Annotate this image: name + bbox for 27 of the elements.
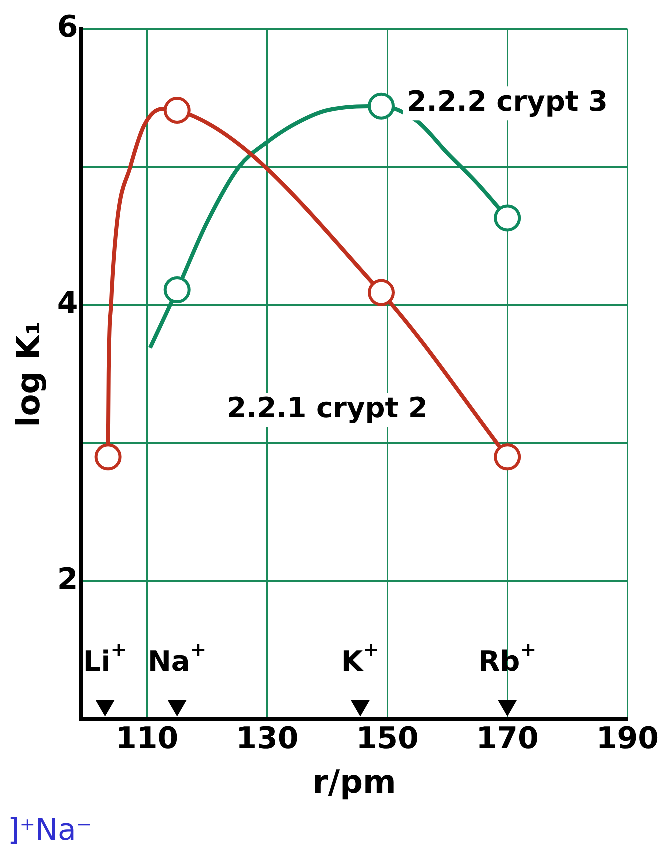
point [94,444,122,471]
x-tick-label: 110 [116,721,179,756]
point [96,700,114,716]
x-tick-label: 170 [476,721,539,756]
y-tick-label: 6 [57,10,78,45]
series-label: 2.2.2 crypt 3 [407,84,608,118]
x-tick-label: 190 [596,721,659,756]
data-label: K+ [341,638,380,678]
data-label: Li+ [83,638,128,678]
point [368,279,395,306]
x-tick-label: 130 [236,721,299,756]
point [164,276,191,304]
y-tick-label: 2 [57,562,78,598]
point [351,700,370,716]
data-label: Na+ [148,638,207,678]
x-tick-label: 150 [356,721,419,756]
text: ]⁺Na⁻ [8,813,92,848]
point [494,204,522,232]
point [494,444,522,471]
series-label: 2.2.1 crypt 2 [227,391,428,424]
point [368,92,395,120]
x-axis-title: r/pm [312,763,396,802]
point [168,700,187,716]
y-axis-title: log K₁ [10,321,48,428]
y-tick-label: 4 [57,286,78,322]
point [498,700,517,716]
point [164,96,191,124]
